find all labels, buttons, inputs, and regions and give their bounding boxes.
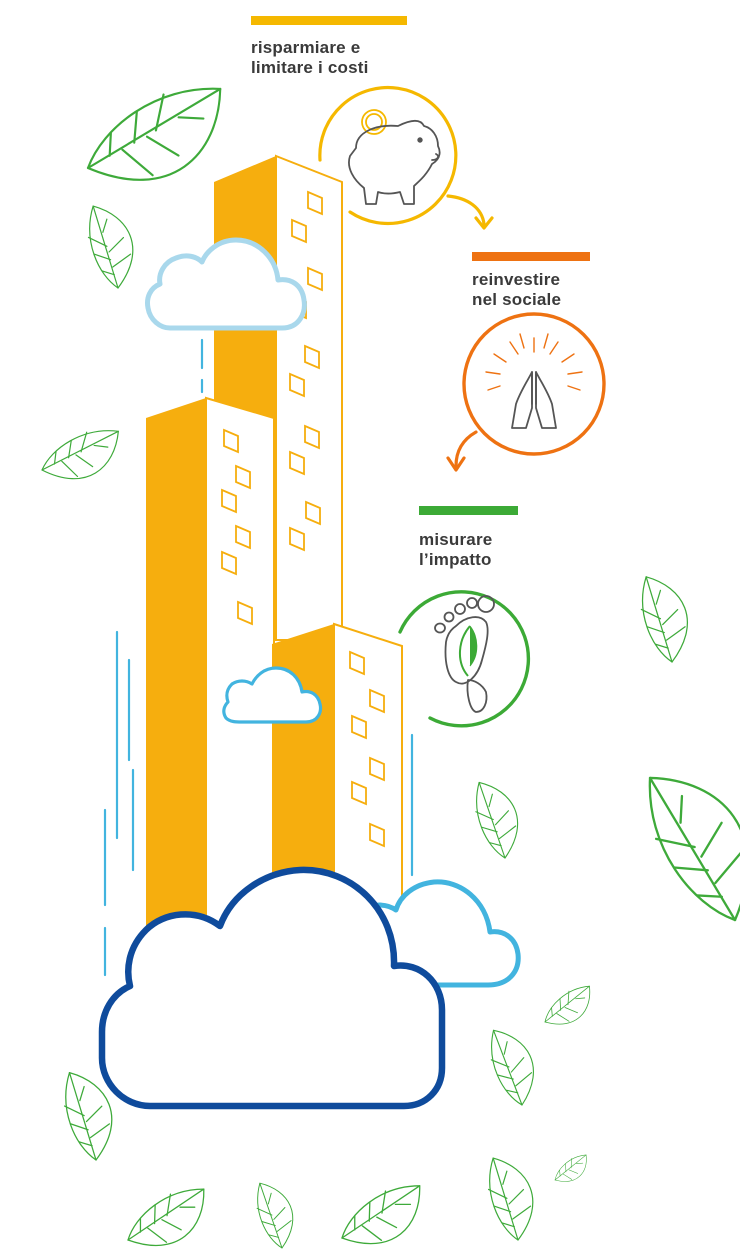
- leaf-icon: [541, 975, 600, 1038]
- step-measure-line1: misurare: [419, 530, 493, 549]
- cloud-light-icon: [145, 237, 307, 331]
- step-reinvest-line2: nel sociale: [472, 290, 562, 309]
- step-reinvest-ring: [462, 312, 606, 456]
- step-save-bar: [251, 16, 407, 25]
- leaf-icon: [552, 1147, 594, 1191]
- praying-hands-icon: [511, 371, 557, 429]
- step-save-ring: [318, 85, 458, 226]
- step-measure-line2: l’impatto: [419, 550, 492, 569]
- step-measure-label: misurare l’impatto: [419, 530, 492, 570]
- step-measure-ring: [398, 590, 531, 728]
- piggy-bank-icon: [348, 109, 441, 205]
- step-reinvest-bar: [472, 252, 590, 261]
- step-reinvest-line1: reinvestire: [472, 270, 561, 289]
- step-measure-bar: [419, 506, 518, 515]
- step-save-label: risparmiare e limitare i costi: [251, 38, 369, 78]
- step-save-line1: risparmiare e: [251, 38, 361, 57]
- leaf-icon: [472, 1148, 550, 1244]
- leaf-icon: [336, 1167, 436, 1257]
- leaf-icon: [72, 196, 150, 292]
- step-save-graphic: [318, 85, 494, 230]
- step-reinvest-graphic: [446, 312, 606, 472]
- leaf-icon: [474, 1020, 551, 1109]
- light-rays-icon: [485, 333, 583, 391]
- step-save-arrow: [446, 194, 486, 226]
- leaf-icon: [37, 412, 131, 499]
- leaf-icon: [460, 772, 535, 862]
- step-reinvest-arrow: [454, 430, 478, 468]
- cloud-small-icon: [222, 666, 323, 724]
- footprint-leaf-icon: [434, 595, 495, 713]
- leaf-icon: [122, 1171, 219, 1257]
- step-measure-graphic: [398, 590, 531, 728]
- step-reinvest-label: reinvestire nel sociale: [472, 270, 561, 310]
- leaf-icon: [615, 752, 740, 930]
- cloud-large-icon: [98, 866, 446, 1110]
- leaf-icon: [243, 1175, 308, 1252]
- step-save-line2: limitare i costi: [251, 58, 369, 77]
- middle-building: [146, 396, 275, 961]
- leaf-icon: [624, 566, 706, 666]
